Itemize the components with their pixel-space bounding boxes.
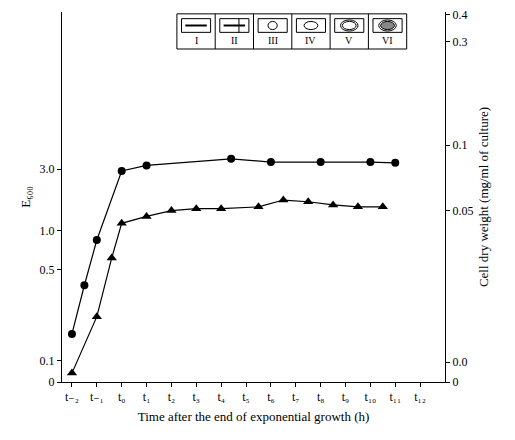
svg-text:0: 0 (49, 375, 55, 389)
svg-text:t₁: t₁ (143, 390, 151, 404)
svg-text:t₋₂: t₋₂ (65, 390, 79, 404)
svg-text:E₆₀₀: E₆₀₀ (18, 186, 33, 208)
svg-text:0: 0 (452, 375, 458, 389)
svg-text:t₆: t₆ (267, 390, 275, 404)
svg-text:t₂: t₂ (168, 390, 176, 404)
svg-text:I: I (195, 35, 198, 46)
svg-text:0.4: 0.4 (452, 8, 467, 22)
svg-text:0.05: 0.05 (452, 204, 473, 218)
svg-text:III: III (268, 35, 278, 46)
svg-text:Cell dry weight (mg/ml of cult: Cell dry weight (mg/ml of culture) (476, 107, 491, 287)
svg-text:t₀: t₀ (118, 390, 126, 404)
svg-text:0.5: 0.5 (40, 263, 55, 277)
svg-text:0.1: 0.1 (452, 138, 467, 152)
svg-text:t₋₁: t₋₁ (90, 390, 104, 404)
svg-text:0.3: 0.3 (452, 35, 467, 49)
svg-text:0.1: 0.1 (40, 354, 55, 368)
svg-text:t₁₀: t₁₀ (365, 390, 377, 404)
svg-text:IV: IV (305, 35, 316, 46)
svg-text:VI: VI (382, 35, 393, 46)
svg-text:V: V (345, 35, 353, 46)
svg-text:t₁₂: t₁₂ (414, 390, 426, 404)
svg-text:t₃: t₃ (193, 390, 201, 404)
svg-text:3.0: 3.0 (40, 162, 55, 176)
svg-text:t₉: t₉ (342, 390, 350, 404)
svg-text:0.0: 0.0 (452, 355, 467, 369)
svg-text:t₁₁: t₁₁ (389, 390, 401, 404)
svg-text:1.0: 1.0 (40, 224, 55, 238)
svg-text:t₄: t₄ (217, 390, 225, 404)
svg-text:t₇: t₇ (292, 390, 300, 404)
svg-text:II: II (231, 35, 238, 46)
svg-text:t₅: t₅ (242, 390, 250, 404)
svg-text:t₈: t₈ (317, 390, 325, 404)
svg-text:Time after the end of exponent: Time after the end of exponential growth… (138, 409, 370, 424)
